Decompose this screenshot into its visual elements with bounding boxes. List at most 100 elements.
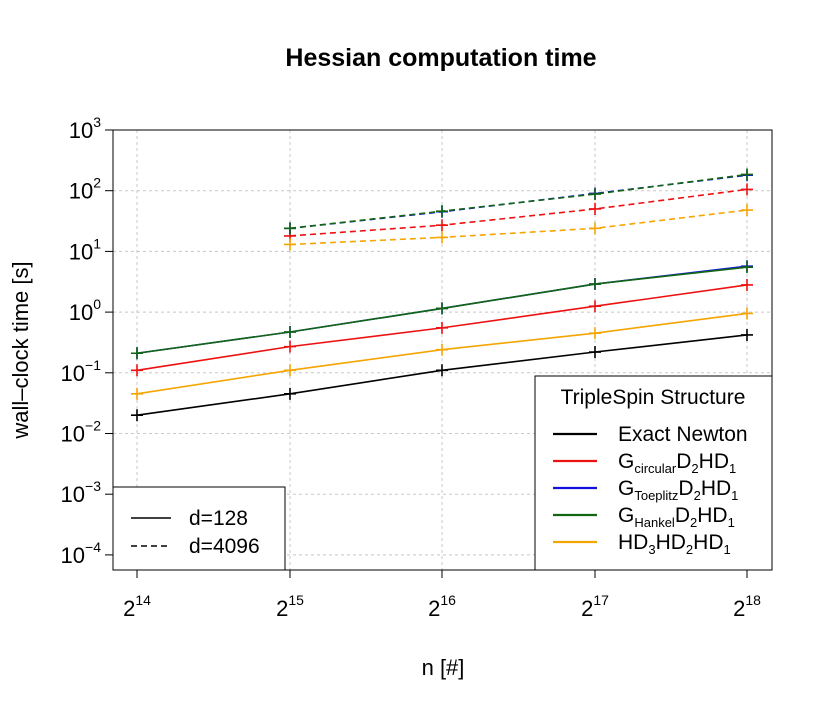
y-tick-base: 10: [61, 361, 85, 386]
y-tick-label: 10−3: [61, 478, 102, 507]
legend-structure-label: HD3HD2HD1: [618, 531, 731, 557]
legend-text-part: HD: [701, 477, 731, 500]
y-tick-base: 10: [69, 118, 93, 143]
data-point: [436, 321, 448, 334]
legend-dimension: d=128 d=4096: [112, 486, 286, 571]
legend-subscript: Toeplitz: [634, 488, 678, 503]
y-tick-exp: 1: [93, 235, 101, 251]
data-point: [436, 302, 448, 315]
legend-subscript: 2: [691, 461, 698, 476]
data-point: [436, 205, 448, 218]
chart-title: Hessian computation time: [285, 44, 596, 72]
legend-structure-box: [534, 375, 773, 571]
series-line-g_circular-d2-hd1-d4096: [289, 188, 748, 237]
x-axis-label: n [#]: [422, 655, 465, 680]
legend-subscript: 1: [731, 488, 738, 503]
legend-subscript: 3: [648, 542, 655, 557]
data-point: [589, 300, 601, 313]
legend-subscript: 1: [728, 515, 735, 530]
legend-text-part: D: [678, 477, 693, 500]
x-tick-exp: 15: [288, 592, 304, 608]
legend-text-part: G: [618, 477, 634, 500]
legend-text-part: G: [618, 504, 634, 527]
y-tick-label: 10−1: [61, 357, 102, 386]
y-tick-base: 10: [61, 422, 85, 447]
data-point: [131, 364, 143, 377]
data-point: [741, 307, 753, 320]
data-point: [741, 183, 753, 196]
legend-structure-label: GToeplitzD2HD1: [618, 477, 738, 503]
legend-structure-label: GHankelD2HD1: [618, 504, 735, 530]
data-point: [589, 202, 601, 215]
legend-structure-label: GcircularD2HD1: [618, 450, 736, 476]
data-point: [436, 219, 448, 232]
x-tick-label: 217: [581, 592, 609, 621]
data-point: [284, 364, 296, 377]
y-tick-base: 10: [69, 239, 93, 264]
y-tick-exp: 3: [93, 114, 101, 130]
x-tick-label: 218: [733, 592, 761, 621]
y-tick-label: 10−4: [61, 539, 102, 568]
x-tick-base: 2: [581, 596, 593, 621]
series-line-g_hankel-d2-hd1-d4096: [289, 173, 748, 230]
x-tick-label: 215: [276, 592, 304, 621]
legend-dimension-box: [112, 486, 286, 571]
data-point: [589, 346, 601, 359]
legend-text-part: Exact Newton: [618, 423, 748, 446]
data-point: [284, 326, 296, 339]
legend-structure-title: TripleSpin Structure: [561, 386, 746, 409]
legend-text-part: HD: [699, 450, 729, 473]
data-point: [284, 340, 296, 353]
legend-text-part: HD: [618, 531, 648, 554]
y-tick-base: 10: [69, 300, 93, 325]
y-tick-exp: −2: [85, 418, 101, 434]
legend-text-part: D: [676, 450, 691, 473]
data-point: [436, 231, 448, 244]
x-tick-label: 214: [123, 592, 151, 621]
data-point: [131, 387, 143, 400]
y-tick-base: 10: [69, 179, 93, 204]
legend-subscript: Hankel: [634, 515, 675, 530]
data-point: [131, 409, 143, 422]
y-tick-exp: −4: [85, 539, 101, 555]
series-line-hd3-hd2-hd1-d4096: [289, 209, 748, 246]
y-tick-base: 10: [61, 543, 85, 568]
data-point: [284, 222, 296, 235]
x-tick-base: 2: [276, 596, 288, 621]
x-tick-exp: 18: [745, 592, 761, 608]
y-tick-exp: −3: [85, 478, 101, 494]
legend-subscript: 2: [690, 515, 697, 530]
x-tick-exp: 17: [593, 592, 609, 608]
x-tick-exp: 16: [440, 592, 456, 608]
y-tick-label: 101: [69, 235, 101, 264]
y-tick-label: 103: [69, 114, 101, 143]
data-point: [436, 343, 448, 356]
legend-subscript: 2: [686, 542, 693, 557]
data-point: [131, 347, 143, 360]
data-point: [741, 278, 753, 291]
data-point: [741, 261, 753, 274]
data-point: [741, 204, 753, 217]
legend-text-part: HD: [656, 531, 686, 554]
legend-dimension-label: d=4096: [189, 535, 260, 558]
y-tick-exp: 2: [93, 175, 101, 191]
data-point: [589, 222, 601, 235]
y-tick-label: 100: [69, 296, 101, 325]
y-axis-label: wall–clock time [s]: [8, 261, 33, 439]
data-point: [741, 168, 753, 181]
legend-subscript: circular: [634, 461, 677, 476]
y-tick-exp: −1: [85, 357, 101, 373]
legend-text-part: G: [618, 450, 634, 473]
legend-dimension-label: d=128: [189, 507, 248, 530]
data-point: [741, 328, 753, 341]
legend-text-part: HD: [693, 531, 723, 554]
data-point: [284, 387, 296, 400]
legend-structure-label: Exact Newton: [618, 423, 748, 446]
y-tick-label: 102: [69, 175, 101, 204]
legend-text-part: HD: [697, 504, 727, 527]
legend-subscript: 2: [694, 488, 701, 503]
data-point: [436, 364, 448, 377]
data-point: [589, 327, 601, 340]
